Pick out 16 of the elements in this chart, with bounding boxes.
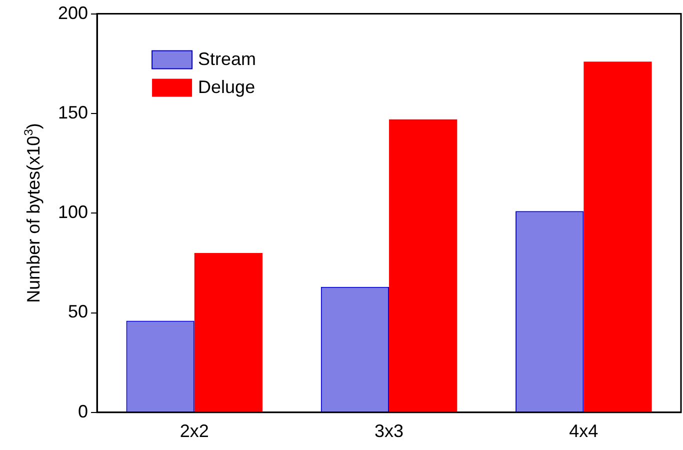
- bar: [389, 119, 458, 412]
- y-tick-label: 0: [78, 401, 88, 422]
- bar: [126, 320, 194, 412]
- bar: [584, 62, 652, 412]
- x-tick-label: 3x3: [374, 421, 404, 442]
- bar: [320, 286, 390, 412]
- x-tick-label: 2x2: [180, 421, 209, 442]
- y-tick-label: 200: [58, 2, 88, 23]
- legend-label: Stream: [198, 48, 256, 69]
- y-tick-label: 150: [58, 102, 88, 122]
- bar: [194, 252, 262, 412]
- x-tick-label: 4x4: [569, 421, 598, 442]
- legend-label: Deluge: [198, 76, 256, 97]
- y-tick-label: 100: [58, 202, 88, 222]
- bar: [516, 211, 584, 412]
- y-tick-label: 50: [68, 302, 88, 322]
